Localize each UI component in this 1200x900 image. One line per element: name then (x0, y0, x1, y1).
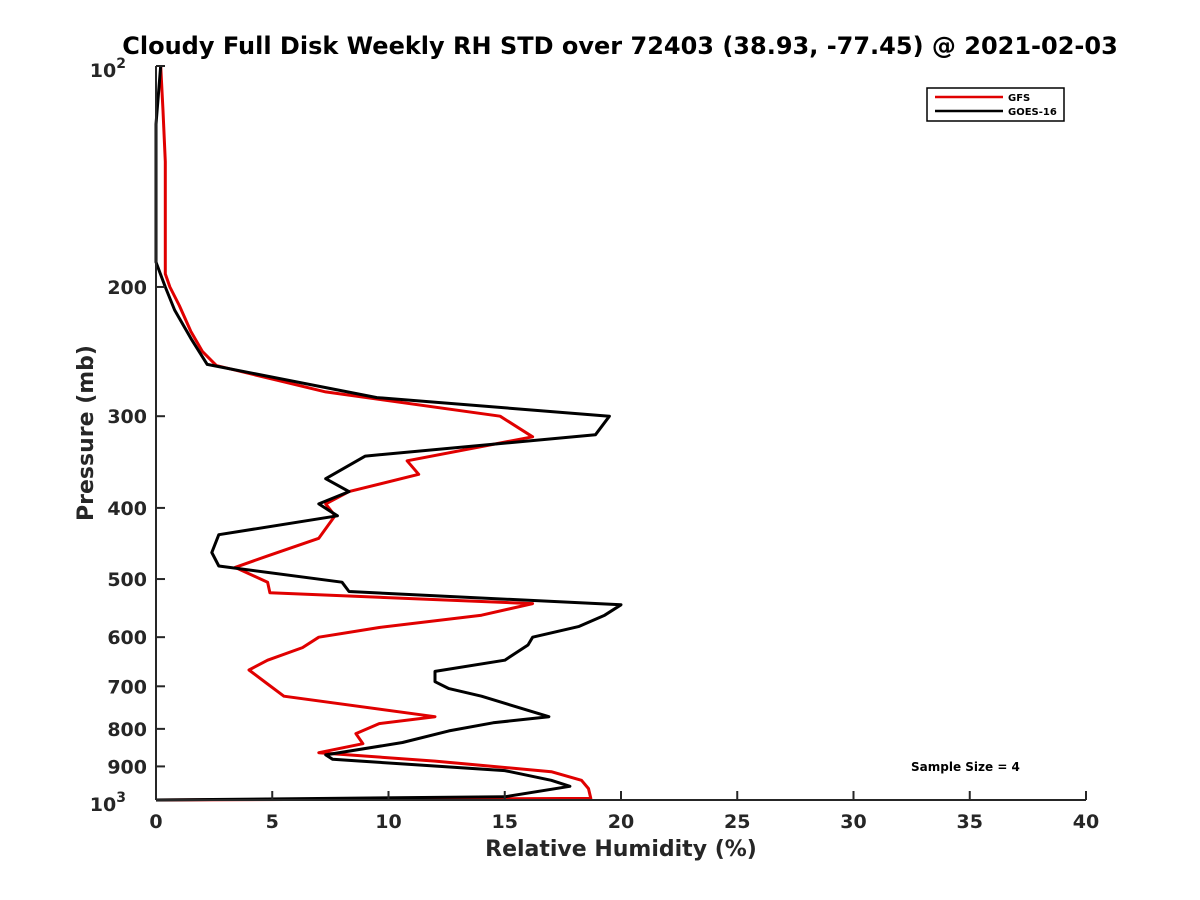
series-layer (154, 65, 623, 802)
y-tick-label: 700 (107, 676, 147, 698)
legend-label-gfs: GFS (1008, 93, 1030, 104)
x-axis-label: Relative Humidity (%) (485, 837, 757, 862)
x-tick-label: 5 (266, 811, 279, 833)
chart-title: Cloudy Full Disk Weekly RH STD over 7240… (122, 32, 1118, 60)
x-tick-label: 35 (957, 811, 983, 833)
legend: GFS GOES-16 (926, 87, 1065, 122)
x-ticks: 0 5 10 15 20 25 30 35 40 (149, 791, 1099, 833)
legend-box (926, 87, 1065, 122)
legend-label-goes16: GOES-16 (1008, 107, 1057, 118)
y-tick-label: 102 (90, 56, 126, 82)
x-tick-label: 30 (840, 811, 866, 833)
x-tick-label: 15 (492, 811, 518, 833)
y-tick-label: 200 (107, 277, 147, 299)
x-tick-label: 0 (149, 811, 162, 833)
x-tick-label: 40 (1073, 811, 1099, 833)
y-tick-label: 800 (107, 719, 147, 741)
y-axis-label: Pressure (mb) (74, 345, 99, 521)
sample-size-annotation: Sample Size = 4 (911, 760, 1020, 774)
y-tick-label: 400 (107, 498, 147, 520)
x-tick-label: 20 (608, 811, 634, 833)
series-line-gfs (155, 65, 593, 802)
y-tick-label: 300 (107, 406, 147, 428)
y-tick-label: 500 (107, 569, 147, 591)
series-line-goes16 (154, 65, 623, 802)
y-tick-label: 900 (107, 756, 147, 778)
x-tick-label: 25 (724, 811, 750, 833)
x-tick-label: 10 (375, 811, 401, 833)
y-tick-label: 600 (107, 627, 147, 649)
